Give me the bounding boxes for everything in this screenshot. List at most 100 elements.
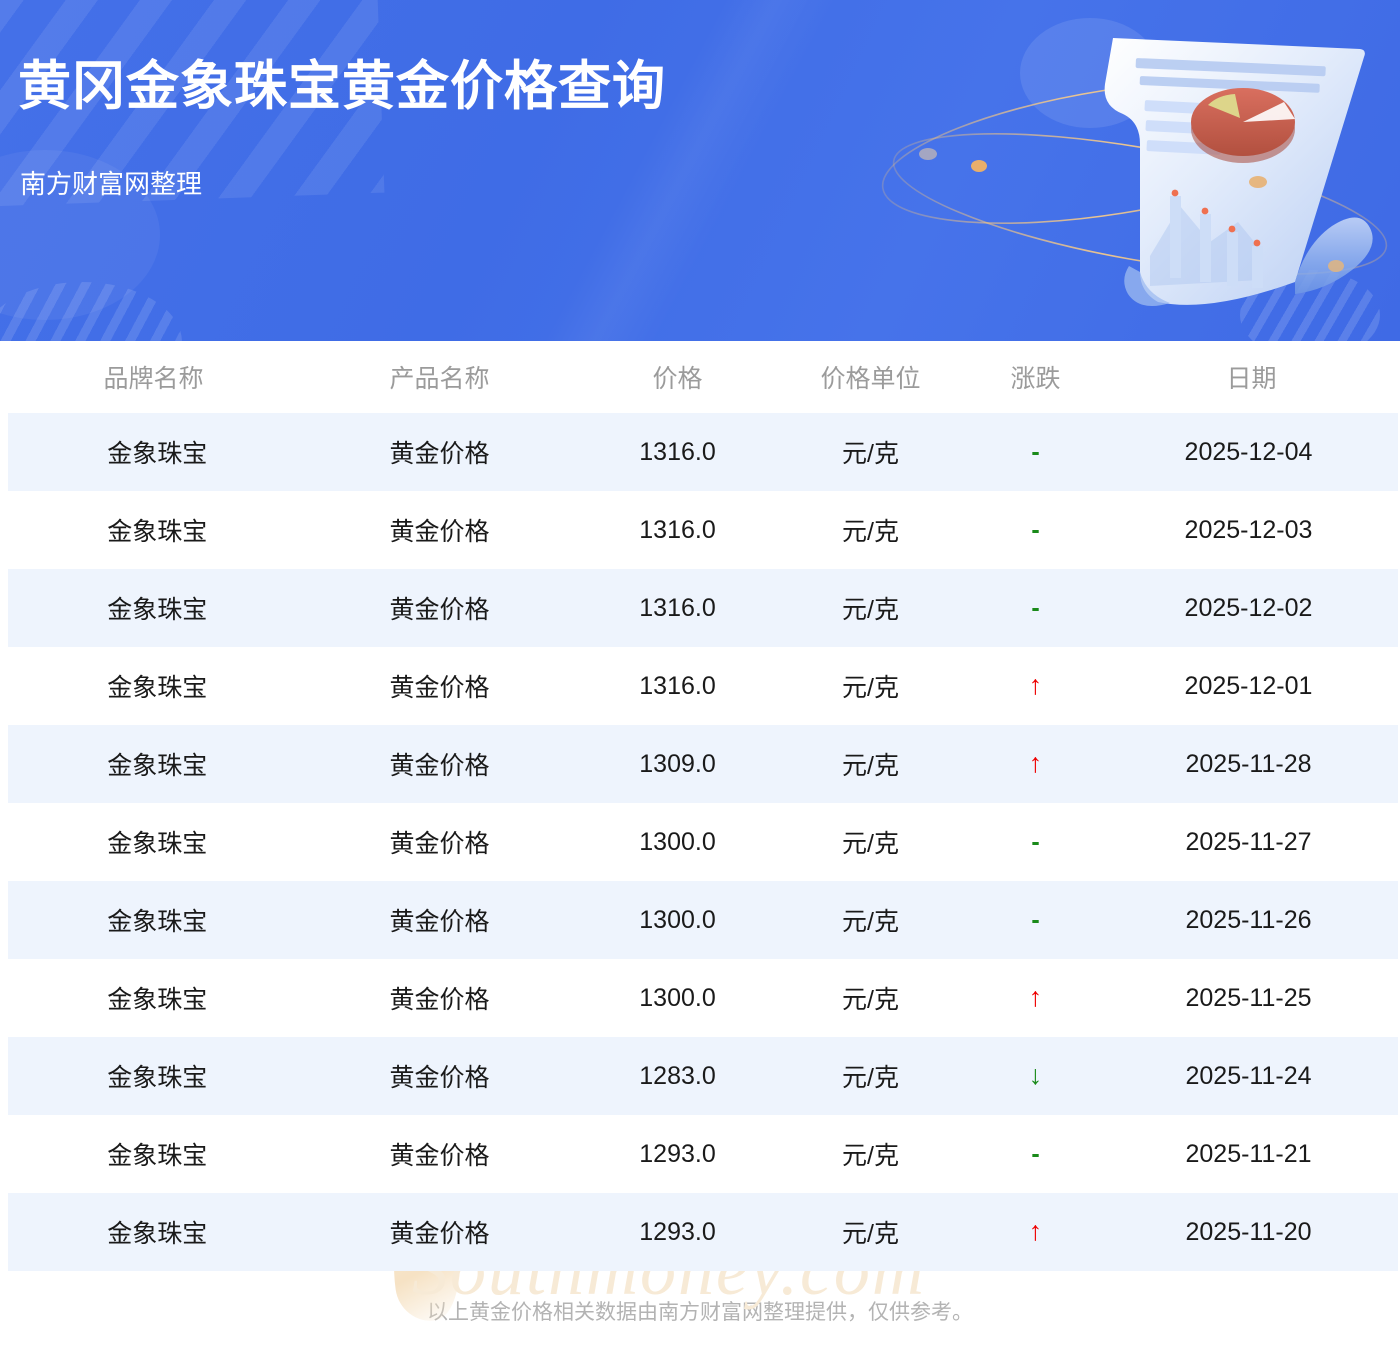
product-cell: 黄金价格 bbox=[389, 518, 490, 546]
change-cell: - bbox=[966, 569, 1106, 647]
change-cell: ↑ bbox=[966, 1193, 1106, 1271]
table-row: 金象珠宝 黄金价格 1293.0 元/克 ↑ 2025-11-20 bbox=[7, 1193, 1398, 1271]
brand-cell: 金象珠宝 bbox=[107, 518, 208, 546]
brand-cell: 金象珠宝 bbox=[107, 674, 208, 702]
product-cell: 黄金价格 bbox=[389, 1142, 490, 1170]
price-cell: 1316.0 bbox=[639, 437, 716, 466]
table-row: 金象珠宝 黄金价格 1283.0 元/克 ↓ 2025-11-24 bbox=[7, 1037, 1398, 1115]
footer-disclaimer: 以上黄金价格相关数据由南方财富网整理提供，仅供参考。 bbox=[427, 1301, 973, 1324]
change-cell: - bbox=[966, 413, 1106, 491]
date-cell: 2025-11-28 bbox=[1185, 749, 1312, 778]
brand-cell: 金象珠宝 bbox=[107, 1220, 208, 1248]
bar-chart-graphic bbox=[1150, 189, 1263, 288]
price-cell: 1293.0 bbox=[639, 1139, 716, 1168]
price-cell: 1316.0 bbox=[639, 671, 716, 700]
pie-chart-graphic bbox=[1191, 88, 1295, 163]
arrow-down-icon: ↓ bbox=[1028, 1059, 1043, 1090]
unit-cell: 元/克 bbox=[842, 908, 899, 936]
table-row: 金象珠宝 黄金价格 1300.0 元/克 - 2025-11-27 bbox=[7, 803, 1398, 881]
table-row: 金象珠宝 黄金价格 1309.0 元/克 ↑ 2025-11-28 bbox=[7, 725, 1398, 803]
change-cell: ↑ bbox=[966, 725, 1106, 803]
date-cell: 2025-11-27 bbox=[1185, 827, 1312, 856]
product-cell: 黄金价格 bbox=[389, 752, 490, 780]
date-cell: 2025-12-04 bbox=[1184, 437, 1313, 466]
change-cell: - bbox=[966, 1115, 1106, 1193]
change-cell: - bbox=[966, 491, 1106, 569]
column-header-product: 产品名称 bbox=[389, 365, 490, 393]
date-cell: 2025-11-21 bbox=[1185, 1139, 1312, 1168]
product-cell: 黄金价格 bbox=[389, 1064, 490, 1092]
brand-cell: 金象珠宝 bbox=[107, 596, 208, 624]
price-table-container: 南方财富网 Southmoney.com 品牌名称 产品名称 价格 价格单位 涨… bbox=[0, 341, 1400, 1326]
dash-flat-icon: - bbox=[1031, 1139, 1040, 1168]
date-cell: 2025-12-03 bbox=[1184, 515, 1313, 544]
brand-cell: 金象珠宝 bbox=[107, 986, 208, 1014]
table-header-row: 品牌名称 产品名称 价格 价格单位 涨跌 日期 bbox=[8, 341, 1398, 413]
brand-cell: 金象珠宝 bbox=[107, 1064, 208, 1092]
unit-cell: 元/克 bbox=[842, 674, 899, 702]
arrow-up-icon: ↑ bbox=[1028, 981, 1043, 1012]
product-cell: 黄金价格 bbox=[389, 674, 490, 702]
product-cell: 黄金价格 bbox=[389, 986, 490, 1014]
arrow-up-icon: ↑ bbox=[1028, 747, 1043, 778]
table-row: 金象珠宝 黄金价格 1293.0 元/克 - 2025-11-21 bbox=[7, 1115, 1398, 1193]
price-cell: 1283.0 bbox=[639, 1061, 716, 1090]
table-body: 金象珠宝 黄金价格 1316.0 元/克 -2025-12-04 金象珠宝 黄金价格 1316… bbox=[7, 413, 1398, 1271]
banner-striped-circle-decoration bbox=[0, 282, 182, 341]
dash-flat-icon: - bbox=[1031, 827, 1040, 856]
unit-cell: 元/克 bbox=[842, 1142, 899, 1170]
date-cell: 2025-12-01 bbox=[1184, 671, 1313, 700]
report-chart-illustration bbox=[840, 0, 1400, 341]
dash-flat-icon: - bbox=[1031, 905, 1040, 934]
change-cell: ↓ bbox=[966, 1037, 1106, 1115]
orbit-node-dots bbox=[919, 148, 1344, 272]
date-cell: 2025-11-20 bbox=[1185, 1217, 1312, 1246]
price-cell: 1300.0 bbox=[639, 983, 716, 1012]
unit-cell: 元/克 bbox=[842, 518, 899, 546]
arrow-up-icon: ↑ bbox=[1028, 1215, 1043, 1246]
product-cell: 黄金价格 bbox=[389, 1220, 490, 1248]
brand-cell: 金象珠宝 bbox=[107, 830, 208, 858]
unit-cell: 元/克 bbox=[842, 1064, 899, 1092]
date-cell: 2025-11-24 bbox=[1185, 1061, 1312, 1090]
table-row: 金象珠宝 黄金价格 1316.0 元/克 - 2025-12-03 bbox=[7, 491, 1398, 569]
change-cell: ↑ bbox=[966, 959, 1106, 1037]
dash-flat-icon: - bbox=[1031, 593, 1040, 622]
brand-cell: 金象珠宝 bbox=[107, 1142, 208, 1170]
column-header-unit: 价格单位 bbox=[820, 365, 921, 393]
price-cell: 1300.0 bbox=[639, 827, 716, 856]
product-cell: 黄金价格 bbox=[389, 596, 490, 624]
arrow-up-icon: ↑ bbox=[1028, 669, 1043, 700]
unit-cell: 元/克 bbox=[842, 596, 899, 624]
product-cell: 黄金价格 bbox=[389, 440, 490, 468]
product-cell: 黄金价格 bbox=[389, 830, 490, 858]
change-cell: - bbox=[966, 881, 1106, 959]
date-cell: 2025-11-25 bbox=[1185, 983, 1312, 1012]
unit-cell: 元/克 bbox=[842, 440, 899, 468]
page-title: 黄冈金象珠宝黄金价格查询 bbox=[18, 57, 666, 116]
page-subtitle: 南方财富网整理 bbox=[20, 169, 203, 199]
date-cell: 2025-11-26 bbox=[1185, 905, 1312, 934]
unit-cell: 元/克 bbox=[842, 1220, 899, 1248]
price-cell: 1316.0 bbox=[639, 515, 716, 544]
column-header-date: 日期 bbox=[1226, 365, 1277, 393]
unit-cell: 元/克 bbox=[842, 830, 899, 858]
product-cell: 黄金价格 bbox=[389, 908, 490, 936]
column-header-brand: 品牌名称 bbox=[103, 365, 204, 393]
price-cell: 1300.0 bbox=[639, 905, 716, 934]
table-row: 金象珠宝 黄金价格 1300.0 元/克 - 2025-11-26 bbox=[7, 881, 1398, 959]
dash-flat-icon: - bbox=[1031, 437, 1040, 466]
table-row: 金象珠宝 黄金价格 1300.0 元/克 ↑ 2025-11-25 bbox=[7, 959, 1398, 1037]
gold-price-table: 品牌名称 产品名称 价格 价格单位 涨跌 日期 金象珠宝 黄金价格 1316.0 元/… bbox=[0, 341, 1400, 1271]
brand-cell: 金象珠宝 bbox=[107, 440, 208, 468]
report-curl bbox=[1295, 217, 1373, 294]
table-row: 金象珠宝 黄金价格 1316.0 元/克 - 2025-12-02 bbox=[7, 569, 1398, 647]
brand-cell: 金象珠宝 bbox=[107, 908, 208, 936]
table-row: 金象珠宝 黄金价格 1316.0 元/克 ↑ 2025-12-01 bbox=[7, 647, 1398, 725]
page-banner: 黄冈金象珠宝黄金价格查询 南方财富网整理 bbox=[0, 0, 1400, 341]
brand-cell: 金象珠宝 bbox=[107, 752, 208, 780]
price-cell: 1293.0 bbox=[639, 1217, 716, 1246]
price-cell: 1316.0 bbox=[639, 593, 716, 622]
table-header: 品牌名称 产品名称 价格 价格单位 涨跌 日期 bbox=[8, 341, 1398, 413]
